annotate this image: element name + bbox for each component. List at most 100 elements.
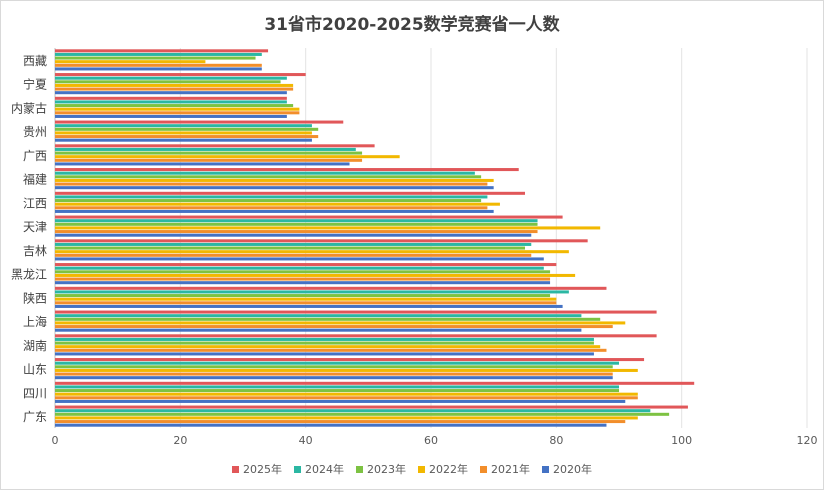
bar <box>55 76 287 80</box>
bar <box>55 334 657 338</box>
y-category-label: 吉林 <box>23 244 47 258</box>
y-category-label: 黑龙江 <box>11 268 47 282</box>
bar <box>55 158 363 162</box>
bar <box>55 186 494 190</box>
bar <box>55 138 312 142</box>
bar <box>55 304 563 308</box>
bar <box>55 80 281 84</box>
x-tick-label: 120 <box>797 434 818 447</box>
legend-swatch <box>542 465 549 473</box>
x-tick-label: 60 <box>424 434 438 447</box>
y-category-label: 西藏 <box>23 54 47 68</box>
bar <box>55 171 475 175</box>
bar <box>55 337 594 341</box>
y-category-label: 福建 <box>23 172 47 187</box>
bar <box>55 266 544 270</box>
legend-label: 2022年 <box>429 463 468 476</box>
bar <box>55 392 638 396</box>
bar <box>55 361 619 365</box>
bar <box>55 63 262 67</box>
chart-title: 31省市2020-2025数学竞赛省一人数 <box>264 15 560 35</box>
bar <box>55 420 626 424</box>
bar <box>55 310 657 314</box>
x-tick-label: 80 <box>549 434 563 447</box>
bar <box>55 317 601 321</box>
bar <box>55 215 563 219</box>
bar <box>55 314 582 318</box>
bar <box>55 277 551 281</box>
bar <box>55 155 400 159</box>
x-tick-label: 0 <box>52 434 59 447</box>
legend-item: 2025年 <box>232 461 282 477</box>
bar <box>55 222 538 226</box>
legend-label: 2020年 <box>553 463 592 476</box>
y-category-label: 四川 <box>23 386 47 400</box>
bar <box>55 67 262 71</box>
bar <box>55 286 607 290</box>
bar <box>55 206 488 210</box>
bar <box>55 253 532 257</box>
bar <box>55 358 645 362</box>
chart-legend: 2025年 2024年 2023年 2022年 2021年 2020年 <box>0 461 824 477</box>
bar <box>55 399 626 403</box>
bar <box>55 233 532 237</box>
y-category-label: 内蒙古 <box>11 100 47 115</box>
legend-swatch <box>418 465 425 473</box>
bar <box>55 389 619 393</box>
bar <box>55 328 582 332</box>
bar <box>55 147 356 151</box>
bar <box>55 381 695 385</box>
bar <box>55 301 557 305</box>
bar <box>55 365 613 369</box>
bar <box>55 257 544 261</box>
bar <box>55 100 287 104</box>
legend-swatch <box>232 465 239 473</box>
bar <box>55 273 576 277</box>
bar <box>55 114 287 118</box>
legend-item: 2024年 <box>294 461 344 477</box>
legend-label: 2021年 <box>491 463 530 476</box>
bar <box>55 162 350 166</box>
bar <box>55 230 538 234</box>
bar <box>55 56 256 60</box>
bar <box>55 341 594 345</box>
bar <box>55 325 613 329</box>
bar <box>55 120 344 124</box>
bar <box>55 372 613 376</box>
bar <box>55 368 638 372</box>
y-category-label: 江西 <box>23 196 47 210</box>
legend-label: 2025年 <box>243 463 282 476</box>
legend-swatch <box>480 465 487 473</box>
bar <box>55 73 306 77</box>
bar <box>55 281 551 285</box>
y-category-label: 宁夏 <box>23 77 47 92</box>
legend-label: 2023年 <box>367 463 406 476</box>
bar <box>55 376 613 380</box>
bar <box>55 111 300 115</box>
bar <box>55 96 287 100</box>
bar <box>55 124 312 128</box>
bar <box>55 239 588 243</box>
bar <box>55 423 607 427</box>
legend-swatch <box>356 465 363 473</box>
bar <box>55 87 294 91</box>
bar <box>55 144 375 148</box>
bar <box>55 219 538 223</box>
bar <box>55 182 488 186</box>
bar <box>55 294 551 298</box>
bar <box>55 416 638 420</box>
bar <box>55 49 269 53</box>
legend-item: 2023年 <box>356 461 406 477</box>
bar <box>55 91 287 95</box>
bar <box>55 226 601 230</box>
bar <box>55 270 551 274</box>
bar <box>55 412 670 416</box>
bar <box>55 352 594 356</box>
y-category-label: 广西 <box>23 149 47 163</box>
bar <box>55 385 619 389</box>
y-category-label: 广东 <box>23 410 47 424</box>
x-tick-label: 40 <box>299 434 313 447</box>
y-category-label: 贵州 <box>23 125 47 139</box>
bar <box>55 52 262 56</box>
